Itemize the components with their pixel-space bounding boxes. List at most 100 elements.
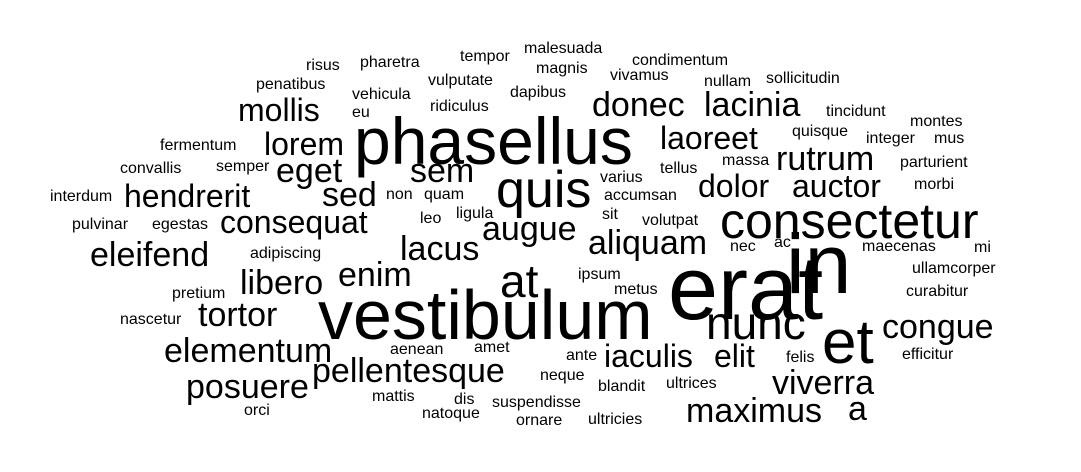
word-varius: varius [600, 169, 643, 186]
word-ipsum: ipsum [578, 266, 621, 283]
word-magnis: magnis [536, 60, 588, 77]
word-viverra: viverra [772, 364, 875, 402]
word-neque: neque [540, 367, 585, 384]
word-pretium: pretium [172, 285, 226, 302]
word-enim: enim [338, 256, 412, 294]
word-libero: libero [240, 264, 324, 302]
word-sem: sem [410, 152, 475, 190]
word-quisque: quisque [792, 123, 849, 140]
word-leo: leo [420, 210, 442, 227]
word-quam: quam [424, 186, 465, 203]
word-iaculis: iaculis [604, 338, 693, 374]
word-dolor: dolor [698, 168, 770, 204]
word-nunc: nunc [706, 297, 806, 349]
word-in: in [786, 217, 852, 311]
word-dis: dis [454, 391, 475, 408]
word-ligula: ligula [456, 205, 494, 222]
word-malesuada: malesuada [524, 40, 603, 57]
word-eleifend: eleifend [90, 236, 210, 274]
word-condimentum: condimentum [632, 52, 729, 69]
word-sed: sed [322, 176, 377, 214]
word-elit: elit [714, 338, 755, 374]
word-quis: quis [496, 161, 592, 219]
word-tellus: tellus [660, 160, 698, 177]
word-congue: congue [882, 308, 994, 346]
word-auctor: auctor [792, 168, 881, 204]
word-non: non [386, 186, 413, 203]
word-parturient: parturient [900, 154, 968, 171]
word-vestibulum: vestibulum [318, 276, 653, 354]
word-adipiscing: adipiscing [250, 245, 322, 262]
word-augue: augue [482, 210, 577, 248]
word-erat: erat [668, 239, 824, 339]
word-lacinia: lacinia [704, 86, 801, 124]
word-mollis: mollis [238, 92, 320, 128]
word-eu: eu [352, 104, 370, 121]
word-interdum: interdum [50, 188, 113, 205]
word-dapibus: dapibus [510, 84, 567, 101]
word-semper: semper [216, 158, 270, 175]
word-at: at [500, 255, 539, 307]
word-mattis: mattis [372, 388, 415, 405]
word-mi: mi [974, 239, 991, 256]
word-sit: sit [602, 206, 618, 223]
word-orci: orci [244, 402, 270, 419]
word-tincidunt: tincidunt [826, 103, 886, 120]
word-fermentum: fermentum [160, 137, 237, 154]
word-convallis: convallis [120, 160, 182, 177]
word-pharetra: pharetra [360, 54, 420, 71]
word-ultricies: ultricies [588, 411, 643, 428]
word-ac: ac [774, 234, 791, 251]
word-rutrum: rutrum [776, 140, 875, 178]
word-aenean: aenean [390, 341, 444, 358]
word-vulputate: vulputate [428, 72, 493, 89]
word-blandit: blandit [598, 378, 646, 395]
word-montes: montes [910, 113, 963, 130]
word-pellentesque: pellentesque [312, 352, 505, 390]
word-risus: risus [306, 57, 340, 74]
word-hendrerit: hendrerit [124, 178, 251, 214]
word-ullamcorper: ullamcorper [912, 260, 996, 277]
word-tortor: tortor [198, 296, 278, 334]
word-eget: eget [276, 152, 343, 190]
word-ornare: ornare [516, 412, 563, 429]
word-et: et [822, 308, 874, 377]
word-ridiculus: ridiculus [430, 98, 489, 115]
word-maecenas: maecenas [862, 238, 936, 255]
word-volutpat: volutpat [642, 212, 699, 229]
word-vehicula: vehicula [352, 86, 411, 103]
word-efficitur: efficitur [902, 346, 954, 363]
word-sollicitudin: sollicitudin [766, 70, 840, 87]
word-maximus: maximus [686, 392, 823, 430]
word-consectetur: consectetur [720, 193, 979, 249]
word-ultrices: ultrices [666, 375, 717, 392]
word-massa: massa [722, 152, 770, 169]
word-ante: ante [566, 347, 598, 364]
word-penatibus: penatibus [256, 76, 326, 93]
word-accumsan: accumsan [604, 187, 677, 204]
word-suspendisse: suspendisse [492, 394, 581, 411]
word-morbi: morbi [914, 176, 955, 193]
word-felis: felis [786, 349, 815, 366]
word-mus: mus [934, 130, 965, 147]
word-nec: nec [730, 238, 756, 255]
word-vivamus: vivamus [610, 67, 669, 84]
word-a: a [848, 390, 867, 428]
word-nascetur: nascetur [120, 311, 182, 328]
word-lacus: lacus [400, 230, 480, 268]
word-phasellus: phasellus [354, 104, 633, 178]
word-aliquam: aliquam [588, 224, 708, 262]
word-pulvinar: pulvinar [72, 216, 129, 233]
word-lorem: lorem [264, 126, 345, 162]
word-elementum: elementum [164, 332, 333, 370]
word-integer: integer [866, 130, 915, 147]
word-laoreet: laoreet [660, 120, 758, 156]
word-curabitur: curabitur [906, 283, 969, 300]
word-consequat: consequat [220, 204, 368, 240]
word-amet: amet [474, 339, 510, 356]
word-egestas: egestas [152, 216, 209, 233]
word-donec: donec [592, 86, 685, 124]
word-metus: metus [614, 281, 658, 298]
word-tempor: tempor [460, 48, 510, 65]
